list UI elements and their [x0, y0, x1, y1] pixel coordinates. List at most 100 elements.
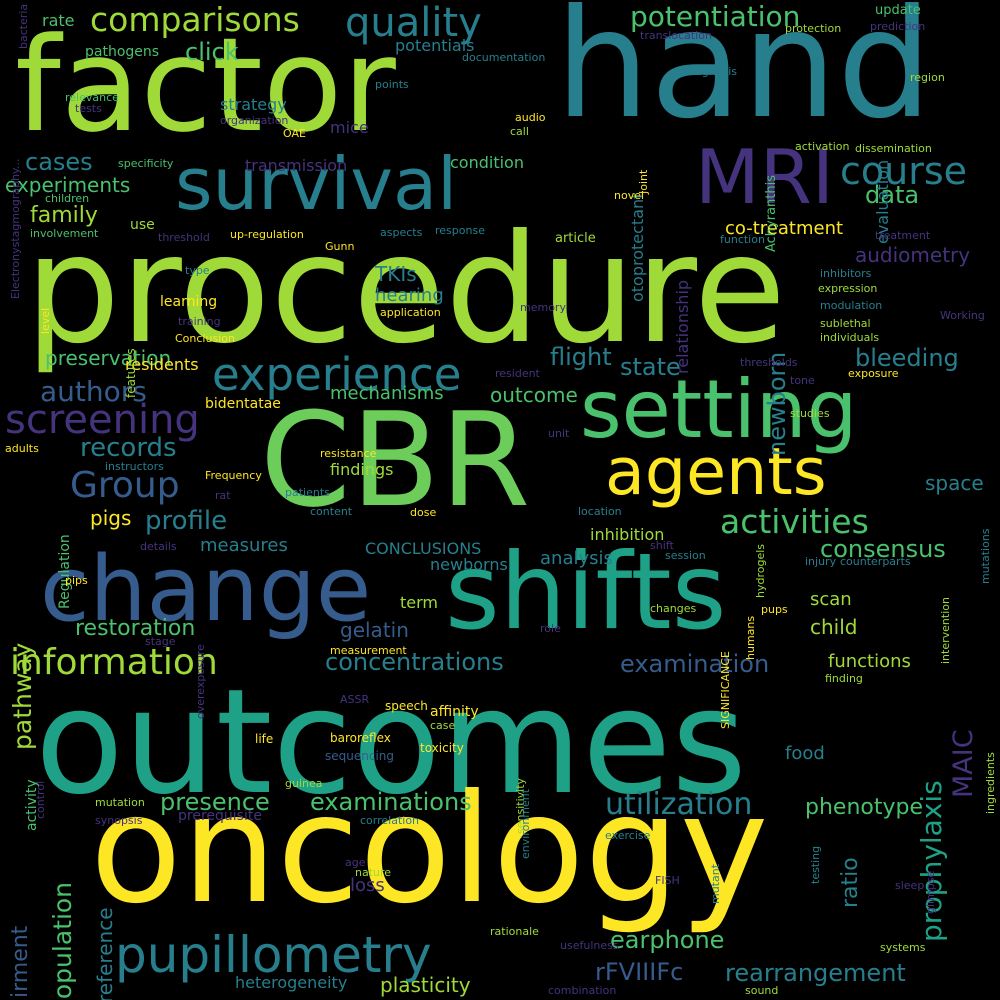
word: flight	[550, 343, 612, 371]
word: children	[45, 192, 90, 205]
word: nature	[355, 866, 392, 879]
word: translocation	[640, 29, 712, 42]
word: term	[400, 593, 438, 612]
word: hearing	[375, 285, 444, 306]
word: pups	[761, 603, 788, 616]
word: change	[40, 537, 372, 642]
word: sleep	[895, 879, 925, 892]
word: gelatin	[340, 618, 409, 642]
word: residents	[125, 355, 199, 374]
word: age	[345, 856, 366, 869]
word: Joint	[637, 169, 650, 194]
word: update	[875, 3, 921, 18]
word: call	[510, 125, 529, 138]
word: ASSR	[340, 693, 370, 706]
word: dissemination	[855, 142, 932, 155]
word: resistance	[320, 447, 377, 460]
word: mechanisms	[330, 383, 444, 404]
word: content	[310, 505, 353, 518]
word: phenotype	[805, 795, 923, 820]
word: mutations	[979, 528, 992, 584]
word: presence	[160, 788, 270, 816]
word: thresholds	[740, 356, 798, 369]
word: Regulation	[57, 534, 73, 609]
word: data	[865, 181, 920, 209]
word: impairment	[8, 925, 33, 1000]
word: Frequency	[205, 469, 262, 482]
word: activities	[720, 502, 869, 541]
word: rearrangement	[725, 959, 906, 987]
word: testing	[809, 845, 822, 884]
word: individuals	[820, 331, 880, 344]
word: control	[34, 780, 47, 819]
word: profile	[145, 506, 228, 536]
word: concentrations	[325, 648, 504, 676]
word: documentation	[462, 51, 546, 64]
word: glimpse	[924, 870, 937, 914]
word: potentiation	[630, 0, 801, 33]
word: function	[720, 233, 765, 246]
word: plasticity	[380, 973, 471, 997]
word: rationale	[490, 925, 539, 938]
word: exposure	[848, 367, 899, 380]
word: audiometry	[855, 243, 971, 267]
word: baroreflex	[330, 731, 391, 745]
word: role	[540, 622, 561, 635]
word: co-treatment	[725, 218, 844, 239]
word: mutant	[709, 863, 722, 904]
word: ratio	[838, 857, 863, 908]
word: learning	[160, 294, 218, 310]
word: utilization	[605, 787, 753, 822]
word: bacteria	[17, 3, 30, 49]
word: tone	[790, 374, 815, 387]
word: procedure	[25, 203, 787, 377]
word: restoration	[75, 616, 196, 641]
word: mice	[330, 118, 369, 137]
word: environment	[519, 788, 532, 859]
word: toxicity	[420, 741, 464, 755]
word: examinations	[310, 788, 472, 816]
word: article	[555, 231, 596, 246]
word: newborns	[430, 555, 508, 574]
word: resident	[495, 367, 540, 380]
word: session	[665, 549, 706, 562]
word: bleeding	[855, 344, 959, 372]
word: outcomes	[35, 658, 747, 827]
word: outcome	[490, 383, 578, 407]
word: response	[435, 224, 485, 237]
word: TKIs	[375, 262, 417, 286]
word: findings	[330, 460, 394, 479]
word: reference	[93, 907, 117, 1000]
word: treatment	[875, 229, 931, 242]
word: population	[48, 881, 77, 1000]
word: information	[10, 642, 218, 683]
word: authors	[40, 375, 147, 408]
word: unit	[548, 427, 570, 440]
word: food	[785, 743, 825, 764]
word: life	[255, 732, 274, 746]
word: strategy	[220, 95, 287, 114]
word: space	[925, 471, 984, 495]
word: loss	[350, 875, 385, 896]
word: setting	[580, 363, 858, 456]
word: Achyranthis	[764, 174, 779, 252]
word: course	[840, 149, 968, 193]
word: otoprotectant	[628, 192, 647, 302]
word: Conclusion	[175, 332, 235, 345]
word: Electronystagmography...	[9, 158, 22, 299]
word: up-regulation	[230, 228, 304, 241]
word: earphone	[610, 926, 725, 954]
word: measurement	[330, 644, 407, 657]
word: usefulness	[560, 939, 619, 952]
word: factor	[15, 9, 396, 161]
word: potentials	[395, 36, 475, 55]
word: application	[380, 306, 441, 319]
word: level	[39, 307, 52, 334]
word: activation	[795, 140, 850, 153]
word: measures	[200, 535, 288, 556]
word: correlation	[360, 814, 420, 827]
word: bidentatae	[205, 396, 281, 412]
word: relationship	[673, 279, 692, 374]
word: rat	[215, 489, 231, 502]
